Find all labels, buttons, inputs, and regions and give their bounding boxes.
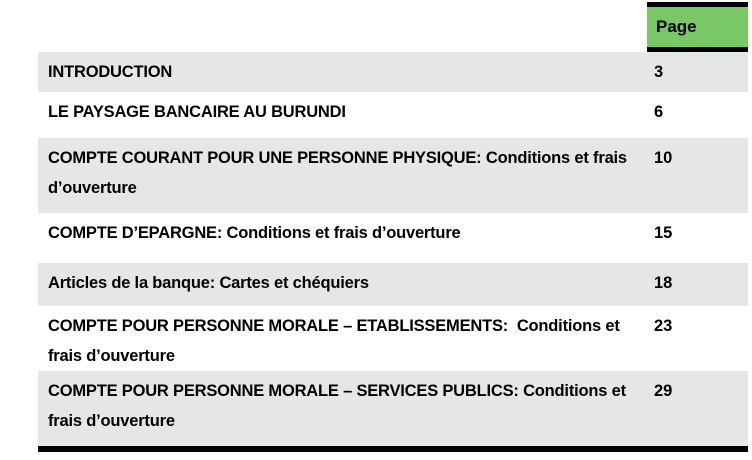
page-column-header: Page bbox=[647, 2, 748, 52]
table-row: INTRODUCTION 3 bbox=[38, 52, 748, 92]
row-title: Articles de la banque: Cartes et chéquie… bbox=[38, 263, 647, 306]
row-title-line: COMPTE D’EPARGNE: Conditions et frais d’… bbox=[48, 224, 461, 242]
table-header-row: Page bbox=[38, 0, 748, 52]
row-page-number: 29 bbox=[654, 382, 673, 400]
row-title-line: COMPTE POUR PERSONNE MORALE – ETABLISSEM… bbox=[48, 317, 620, 335]
row-title: COMPTE POUR PERSONNE MORALE – ETABLISSEM… bbox=[38, 306, 647, 371]
row-title-line: Articles de la banque: Cartes et chéquie… bbox=[48, 274, 369, 292]
table-body: INTRODUCTION 3 LE PAYSAGE BANCAIRE AU BU… bbox=[38, 52, 748, 446]
row-page-number: 15 bbox=[654, 224, 673, 242]
table-of-contents: Page INTRODUCTION 3 LE PAYSAGE BANCAIRE … bbox=[38, 0, 748, 452]
page-column-header-label: Page bbox=[656, 17, 697, 36]
row-title-line: d’ouverture bbox=[48, 179, 137, 197]
row-title: COMPTE COURANT POUR UNE PERSONNE PHYSIQU… bbox=[38, 138, 647, 213]
table-row: COMPTE COURANT POUR UNE PERSONNE PHYSIQU… bbox=[38, 138, 748, 213]
row-title: INTRODUCTION bbox=[38, 52, 647, 92]
row-title: LE PAYSAGE BANCAIRE AU BURUNDI bbox=[38, 92, 647, 138]
row-title: COMPTE D’EPARGNE: Conditions et frais d’… bbox=[38, 213, 647, 263]
title-column-header-empty bbox=[38, 0, 647, 52]
row-title-line: COMPTE POUR PERSONNE MORALE – SERVICES P… bbox=[48, 382, 626, 400]
row-page-number: 18 bbox=[654, 274, 673, 292]
table-row: COMPTE POUR PERSONNE MORALE – ETABLISSEM… bbox=[38, 306, 748, 371]
row-title-line: INTRODUCTION bbox=[48, 63, 173, 81]
row-title-line: frais d’ouverture bbox=[48, 347, 175, 365]
row-page-number: 23 bbox=[654, 317, 673, 335]
row-page-number: 6 bbox=[654, 103, 664, 121]
row-title-line: COMPTE COURANT POUR UNE PERSONNE PHYSIQU… bbox=[48, 149, 627, 167]
table-row: COMPTE D’EPARGNE: Conditions et frais d’… bbox=[38, 213, 748, 263]
row-title-line: LE PAYSAGE BANCAIRE AU BURUNDI bbox=[48, 103, 346, 121]
row-page-number: 3 bbox=[654, 63, 664, 81]
table-bottom-border bbox=[38, 446, 748, 452]
table-row: COMPTE POUR PERSONNE MORALE – SERVICES P… bbox=[38, 371, 748, 446]
row-page-number: 10 bbox=[654, 149, 673, 167]
row-title: COMPTE POUR PERSONNE MORALE – SERVICES P… bbox=[38, 371, 647, 446]
row-title-line: frais d’ouverture bbox=[48, 412, 175, 430]
table-row: Articles de la banque: Cartes et chéquie… bbox=[38, 263, 748, 306]
table-row: LE PAYSAGE BANCAIRE AU BURUNDI 6 bbox=[38, 92, 748, 138]
